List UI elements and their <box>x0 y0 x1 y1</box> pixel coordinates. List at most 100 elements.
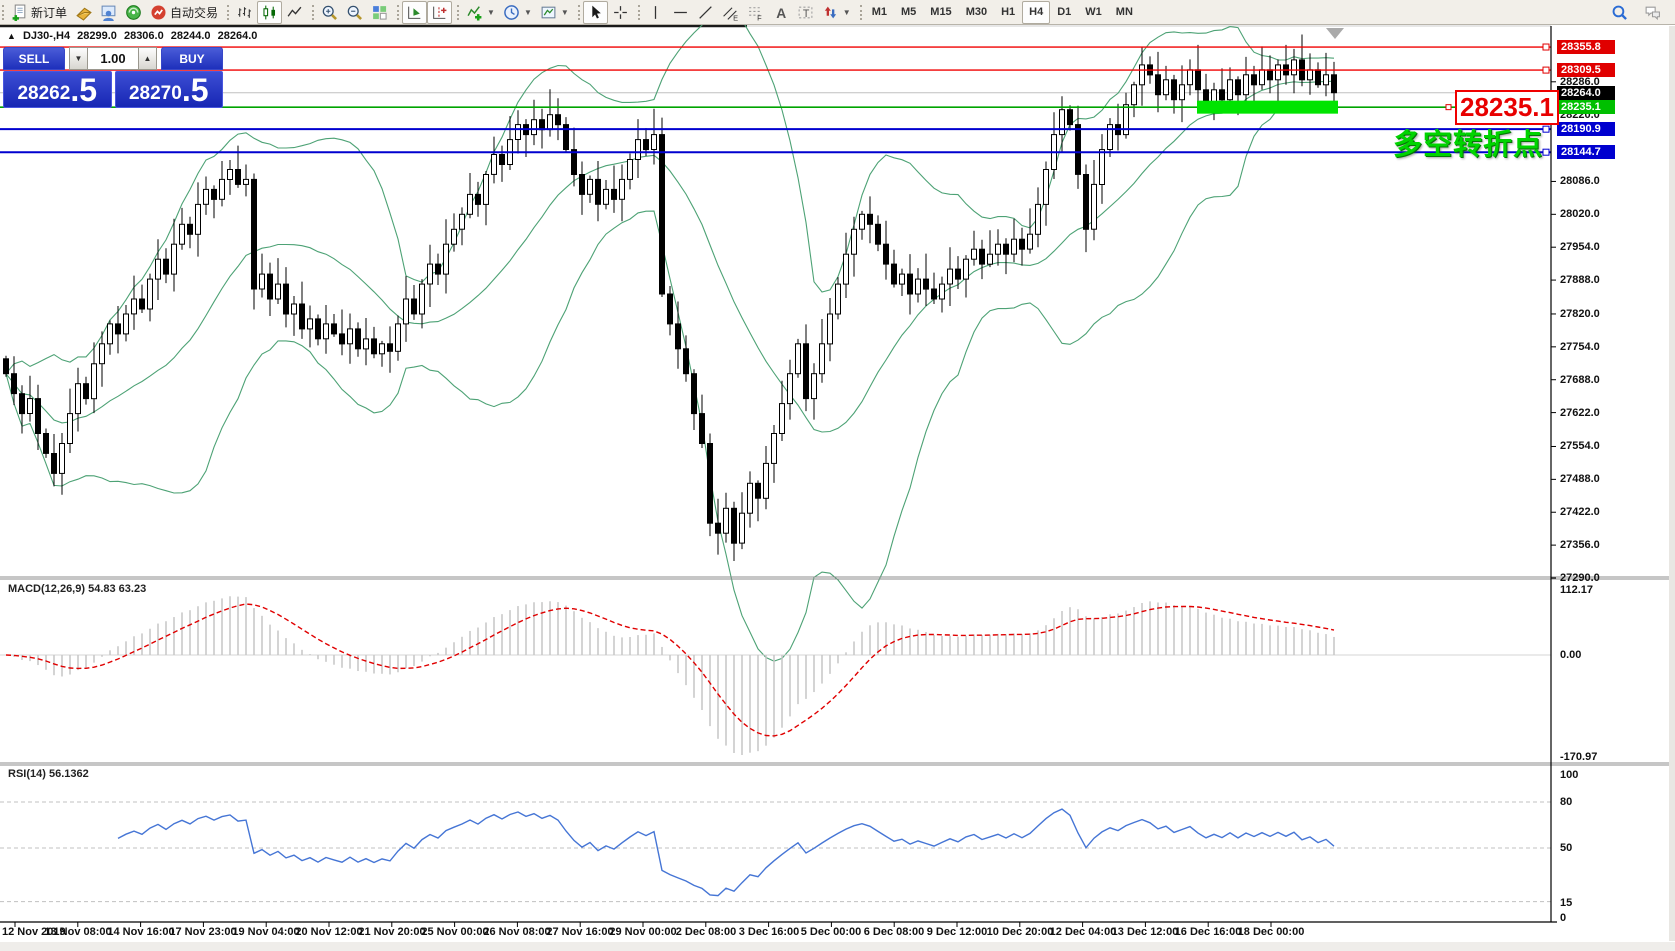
timeframe-group: M1 M5 M15 M30 H1 H4 D1 W1 MN <box>858 0 1143 24</box>
timeframe-m30-button[interactable]: M30 <box>965 6 988 18</box>
chevron-down-icon[interactable]: ▼ <box>523 7 532 17</box>
data-window-button[interactable] <box>96 1 121 24</box>
trade-group: 新订单 自动交易 <box>0 1 225 24</box>
rsi-axis-label: 0 <box>1560 912 1567 924</box>
time-axis-label: 27 Nov 16:00 <box>546 926 614 938</box>
scroll-group <box>395 0 455 24</box>
chevron-down-icon[interactable]: ▼ <box>487 7 495 17</box>
timeframe-h4-button[interactable]: H4 <box>1022 0 1051 24</box>
templates-button[interactable]: ▼ <box>536 1 573 24</box>
green-sphere-icon <box>126 4 141 20</box>
window-edge <box>1669 26 1675 941</box>
zoom-in-icon <box>322 5 338 20</box>
rsi-axis-label: 100 <box>1560 769 1579 781</box>
crosshair-button[interactable] <box>608 1 633 24</box>
macd-axis-label: 0.00 <box>1560 649 1582 661</box>
time-axis-label: 29 Nov 00:00 <box>609 926 677 938</box>
buy-price-frac: .5 <box>181 72 209 108</box>
vertical-line-button[interactable] <box>643 1 668 24</box>
bar-chart-button[interactable] <box>232 1 257 24</box>
time-axis-label: 13 Dec 12:00 <box>1111 926 1179 938</box>
time-axis-label: 17 Nov 23:00 <box>169 926 237 938</box>
sell-button[interactable]: SELL <box>3 47 65 70</box>
price-axis-label: 27488.0 <box>1560 473 1600 485</box>
text-t-icon: T <box>798 6 813 19</box>
chat-button[interactable] <box>1640 1 1665 24</box>
channel-icon: E <box>723 6 738 21</box>
chart-symbol-header: ▲ DJ30-,H4 28299.0 28306.0 28244.0 28264… <box>7 30 261 42</box>
indicators-button[interactable]: ▼ <box>462 1 499 24</box>
price-axis-label: 27954.0 <box>1560 241 1600 253</box>
annotation-turning-point-label[interactable]: 多空转折点 <box>1393 129 1544 161</box>
annotation-price-box[interactable]: 28235.1 <box>1455 90 1559 125</box>
timeframe-m5-button[interactable]: M5 <box>901 6 917 18</box>
clock-icon <box>504 4 519 20</box>
price-tag: 28190.9 <box>1557 122 1615 136</box>
svg-text:F: F <box>757 13 762 21</box>
buy-button[interactable]: BUY <box>161 47 223 70</box>
time-axis-label: 10 Dec 20:00 <box>986 926 1054 938</box>
time-axis-label: 9 Dec 12:00 <box>926 926 988 938</box>
volume-decrease-button[interactable]: ▼ <box>69 47 88 70</box>
rsi-indicator-label: RSI(14) 56.1362 <box>8 768 89 780</box>
tiles-icon <box>373 5 387 20</box>
chart-shift-button[interactable] <box>427 0 453 24</box>
sell-price-display[interactable]: 28262 .5 <box>3 71 112 108</box>
channel-button[interactable]: E <box>718 1 743 24</box>
line-chart-button[interactable] <box>282 1 307 24</box>
time-axis-label: 21 Nov 20:00 <box>358 926 426 938</box>
timeframe-w1-button[interactable]: W1 <box>1085 6 1102 18</box>
price-axis-label: 27622.0 <box>1560 407 1600 419</box>
market-watch-button[interactable] <box>71 1 96 24</box>
time-axis-label: 12 Dec 04:00 <box>1049 926 1117 938</box>
collapse-arrow-icon[interactable]: ▲ <box>7 31 16 41</box>
trendline-icon <box>699 5 712 19</box>
fibonacci-button[interactable]: F <box>743 1 768 24</box>
search-icon <box>1612 5 1627 20</box>
zoom-out-button[interactable] <box>342 1 367 24</box>
cursor-button[interactable] <box>582 0 608 24</box>
chevron-down-icon[interactable]: ▼ <box>842 7 851 17</box>
timeframe-m15-button[interactable]: M15 <box>930 6 952 18</box>
tile-windows-button[interactable] <box>367 1 392 24</box>
time-axis-label: 20 Nov 12:00 <box>295 926 363 938</box>
text-a-icon: A <box>776 4 786 20</box>
symbol-period-label: DJ30-,H4 <box>22 30 71 42</box>
time-axis-label: 12 Nov 2019 <box>2 926 66 938</box>
search-button[interactable] <box>1607 1 1632 24</box>
auto-trading-button[interactable]: 自动交易 <box>146 1 222 24</box>
candlestick-button[interactable] <box>257 0 283 24</box>
text-button[interactable]: A <box>768 1 793 24</box>
price-axis-label: 27754.0 <box>1560 341 1600 353</box>
price-axis-label: 27422.0 <box>1560 506 1600 518</box>
chart-shift-marker-icon[interactable] <box>1326 28 1344 39</box>
ohlc-close: 28264.0 <box>217 30 258 42</box>
candles-icon <box>263 5 276 19</box>
label-button[interactable]: T <box>793 1 818 24</box>
timeframe-d1-button[interactable]: D1 <box>1057 6 1072 18</box>
price-tag: 28235.1 <box>1557 100 1615 114</box>
arrows-button[interactable]: ▼ <box>818 1 855 24</box>
auto-scroll-button[interactable] <box>402 0 428 24</box>
timeframe-h1-button[interactable]: H1 <box>1001 6 1016 18</box>
timeframe-mn-button[interactable]: MN <box>1115 6 1133 18</box>
indicator-add-icon <box>467 5 482 20</box>
volume-input[interactable]: 1.00 <box>88 47 138 70</box>
sell-price-frac: .5 <box>70 72 98 108</box>
navigator-button[interactable] <box>121 1 146 24</box>
zoom-in-button[interactable] <box>317 1 342 24</box>
trendline-button[interactable] <box>693 1 718 24</box>
volume-increase-button[interactable]: ▲ <box>138 47 157 70</box>
rsi-axis-label: 50 <box>1560 842 1573 854</box>
new-order-button[interactable]: 新订单 <box>7 1 71 24</box>
buy-price-display[interactable]: 28270 .5 <box>114 71 223 108</box>
horizontal-line-button[interactable] <box>668 1 693 24</box>
price-tag: 28355.8 <box>1557 40 1615 54</box>
one-click-trade-panel: SELL ▼ 1.00 ▲ BUY 28262 .5 28270 .5 <box>3 47 223 108</box>
periods-button[interactable]: ▼ <box>499 1 536 24</box>
chevron-down-icon[interactable]: ▼ <box>560 7 569 17</box>
cursor-icon <box>592 5 601 19</box>
timeframe-m1-button[interactable]: M1 <box>871 6 887 18</box>
insert-group: ▼ ▼ ▼ <box>455 1 576 24</box>
